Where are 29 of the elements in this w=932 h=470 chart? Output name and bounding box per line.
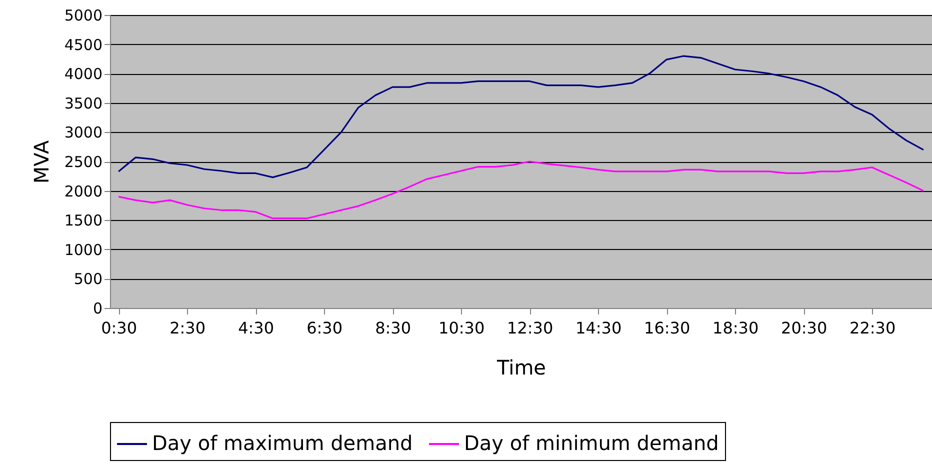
line-series	[118, 160, 924, 220]
y-tick-label: 1500	[64, 212, 102, 230]
x-tick-label: 6:30	[306, 318, 343, 338]
y-tick-label: 2000	[64, 182, 102, 200]
line-series	[118, 55, 924, 178]
x-tick-label: 14:30	[576, 318, 622, 338]
x-tick-label: 4:30	[238, 318, 274, 338]
x-axis-title: Time	[496, 356, 546, 380]
legend-label: Day of maximum demand	[152, 431, 413, 455]
x-tick-label: 10:30	[438, 318, 485, 338]
x-tick-label: 22:30	[850, 318, 896, 338]
y-tick-label: 3000	[64, 124, 102, 142]
y-tick-label: 4500	[64, 36, 102, 54]
y-tick-label: 4000	[64, 65, 102, 84]
x-tick-label: 18:30	[712, 318, 759, 338]
legend-label: Day of minimum demand	[464, 431, 719, 455]
y-tick-label: 0	[92, 300, 102, 318]
x-tick-label: 16:30	[644, 318, 690, 338]
x-tick-label: 8:30	[375, 318, 412, 338]
x-tick-label: 20:30	[781, 318, 828, 338]
x-tick-label: 2:30	[170, 318, 206, 338]
y-tick-label: 3500	[64, 94, 102, 112]
y-tick-label: 1000	[64, 240, 102, 259]
y-tick-label: 5000	[64, 6, 102, 24]
y-tick-label: 2500	[64, 153, 102, 171]
x-tick-label: 12:30	[507, 318, 554, 338]
y-axis-title: MVA	[29, 140, 54, 184]
x-tick-label: 0:30	[101, 318, 138, 338]
y-tick-label: 500	[74, 270, 102, 288]
